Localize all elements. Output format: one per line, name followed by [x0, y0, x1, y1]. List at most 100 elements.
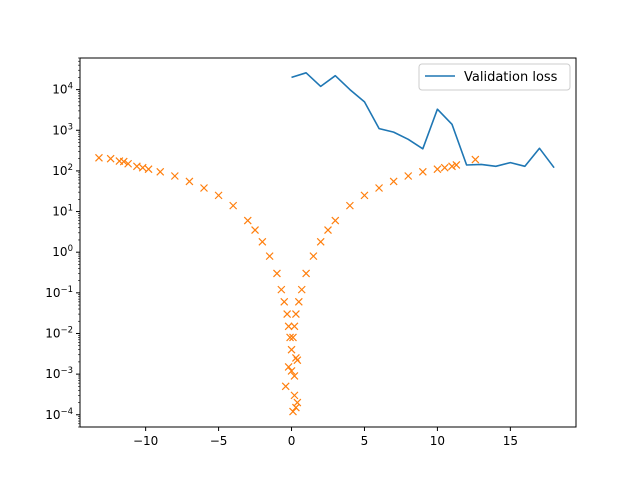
- scatter-point-stroke: [302, 269, 311, 278]
- y-tick-base: 10: [45, 286, 60, 300]
- scatter-point: [281, 382, 290, 391]
- scatter-point-stroke: [132, 162, 141, 171]
- legend: Validation loss: [418, 63, 571, 91]
- scatter-point: [389, 177, 398, 186]
- scatter-point-stroke: [119, 157, 128, 166]
- scatter-point-stroke: [200, 184, 208, 192]
- scatter-point-stroke: [331, 216, 340, 225]
- scatter-point: [302, 269, 311, 278]
- scatter-point-stroke: [185, 177, 194, 186]
- scatter-point: [375, 184, 383, 192]
- scatter-point: [404, 172, 413, 180]
- y-tick-base: 10: [52, 123, 67, 137]
- x-tick-label: −5: [210, 434, 228, 448]
- scatter-point-stroke: [289, 333, 297, 342]
- scatter-point-stroke: [289, 407, 297, 416]
- scatter-point-stroke: [229, 201, 238, 210]
- y-tick-label: 100: [52, 244, 73, 259]
- y-tick-base: 10: [52, 164, 67, 178]
- scatter-point: [324, 226, 332, 235]
- scatter-point: [200, 184, 208, 192]
- scatter-point: [284, 322, 293, 331]
- scatter-point-stroke: [95, 153, 103, 162]
- scatter-point: [144, 165, 153, 174]
- scatter-point-stroke: [106, 154, 115, 163]
- y-tick-exponent: 3: [68, 122, 73, 132]
- scatter-point: [214, 191, 223, 200]
- scatter-point: [251, 226, 259, 235]
- scatter-point-stroke: [243, 216, 252, 225]
- scatter-point-stroke: [404, 172, 413, 180]
- x-tick-label: 15: [503, 434, 518, 448]
- scatter-point-stroke: [309, 252, 318, 261]
- scatter-point-stroke: [214, 191, 223, 200]
- scatter-point: [418, 167, 427, 176]
- y-tick-exponent: 1: [68, 204, 73, 214]
- scatter-point: [316, 237, 325, 246]
- y-tick-exponent: 4: [68, 82, 73, 92]
- scatter-point-stroke: [452, 161, 461, 169]
- y-tick-exponent: 2: [68, 163, 73, 173]
- scatter-point: [289, 407, 297, 416]
- scatter-point: [280, 297, 289, 306]
- scatter-point: [294, 297, 303, 306]
- scatter-point-stroke: [251, 226, 259, 235]
- y-tick-base: 10: [52, 245, 67, 259]
- x-tick-label: −10: [133, 434, 158, 448]
- scatter-point-stroke: [156, 167, 165, 176]
- y-tick-base: 10: [45, 408, 60, 422]
- scatter-point-stroke: [297, 285, 306, 294]
- scatter-point-stroke: [471, 155, 480, 164]
- scatter-point-stroke: [290, 391, 299, 400]
- scatter-point-stroke: [281, 382, 290, 391]
- validation-loss-line: [291, 72, 555, 169]
- scatter-point-stroke: [293, 356, 302, 365]
- scatter-point: [471, 155, 480, 164]
- scatter-point: [290, 372, 299, 380]
- y-tick-exponent: −4: [60, 407, 73, 417]
- scatter-point-stroke: [294, 297, 303, 306]
- y-tick-label: 104: [52, 82, 73, 97]
- y-tick-exponent: −2: [60, 325, 73, 335]
- scatter-point-stroke: [291, 310, 300, 319]
- scatter-point-stroke: [283, 310, 292, 319]
- scatter-point-stroke: [389, 177, 398, 186]
- scatter-point-stroke: [273, 269, 281, 278]
- scatter-point: [286, 333, 294, 342]
- scatter-point-stroke: [324, 226, 332, 235]
- scatter-point: [265, 252, 274, 261]
- y-tick-exponent: −1: [60, 285, 73, 295]
- scatter-point-stroke: [280, 297, 289, 306]
- scatter-point: [452, 161, 461, 169]
- scatter-point: [345, 201, 354, 210]
- legend-box: [418, 63, 571, 91]
- scatter-point-stroke: [433, 165, 442, 174]
- scatter-point: [293, 356, 302, 365]
- scatter-point: [124, 159, 133, 168]
- y-tick-label: 103: [52, 122, 73, 137]
- scatter-point: [287, 345, 296, 354]
- scatter-point: [331, 216, 340, 225]
- y-tick-label: 10−3: [45, 366, 73, 381]
- scatter-point: [258, 237, 267, 246]
- series-layer: [95, 72, 555, 416]
- scatter-point: [273, 269, 281, 278]
- scatter-point: [297, 285, 306, 294]
- scatter-point-stroke: [448, 162, 456, 171]
- scatter-point: [284, 363, 293, 371]
- y-tick-exponent: 0: [68, 244, 73, 254]
- scatter-point-stroke: [287, 345, 296, 354]
- y-tick-label: 10−2: [45, 325, 73, 340]
- scatter-point: [243, 216, 252, 225]
- scatter-point: [289, 333, 297, 342]
- scatter-point: [95, 153, 103, 162]
- y-tick-label: 101: [52, 204, 73, 219]
- scatter-point-stroke: [418, 167, 427, 176]
- scatter-point: [290, 391, 299, 400]
- scatter-point-stroke: [290, 322, 299, 331]
- x-tick-label: 5: [361, 434, 369, 448]
- scatter-point: [448, 162, 456, 171]
- scatter-point: [290, 322, 299, 331]
- scatter-point-stroke: [345, 201, 354, 210]
- scatter-point-stroke: [277, 285, 286, 294]
